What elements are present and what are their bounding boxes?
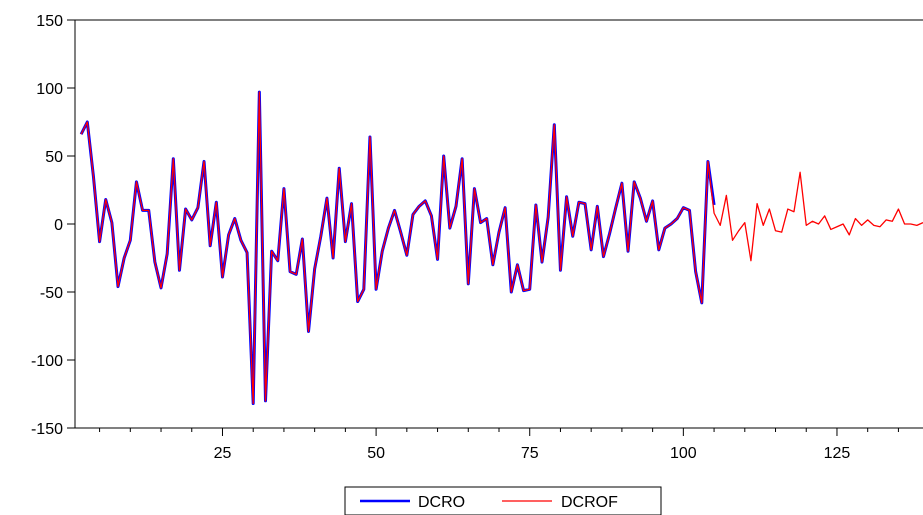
x-tick-label: 100 bbox=[670, 445, 697, 462]
series-layer bbox=[79, 90, 923, 406]
legend-label-dcrof: DCROF bbox=[561, 494, 618, 511]
series-line-dcrof bbox=[80, 91, 923, 405]
legend: DCRO DCROF bbox=[344, 486, 662, 515]
x-axis: 25 50 75 100 125 bbox=[99, 428, 899, 462]
y-tick-label: -50 bbox=[40, 285, 63, 302]
x-tick-label: 75 bbox=[521, 445, 539, 462]
y-tick-label: -100 bbox=[31, 353, 63, 370]
y-tick-label: 150 bbox=[36, 13, 63, 30]
x-tick-label: 25 bbox=[214, 445, 232, 462]
x-tick-label: 125 bbox=[824, 445, 851, 462]
y-tick-label: 50 bbox=[45, 149, 63, 166]
y-tick-label: 100 bbox=[36, 81, 63, 98]
legend-label-dcro: DCRO bbox=[418, 494, 465, 511]
y-tick-label: -150 bbox=[31, 421, 63, 438]
y-tick-label: 0 bbox=[54, 217, 63, 234]
y-axis: -150 -100 -50 0 50 100 150 bbox=[31, 13, 75, 438]
x-tick-label: 50 bbox=[367, 445, 385, 462]
